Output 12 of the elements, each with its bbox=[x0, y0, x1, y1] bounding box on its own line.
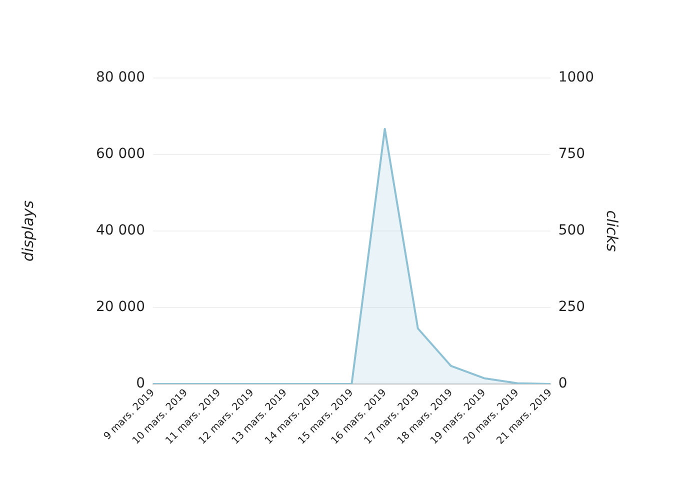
y2-tick-label: 0 bbox=[558, 376, 568, 392]
y-tick-label: 80 000 bbox=[96, 70, 145, 86]
y-axis-title: displays bbox=[18, 200, 37, 262]
y2-tick-label: 1000 bbox=[558, 70, 594, 86]
y2-tick-label: 500 bbox=[558, 222, 586, 239]
y2-tick-label: 250 bbox=[558, 299, 586, 316]
y2-tick-label: 750 bbox=[558, 146, 586, 162]
y-tick-label: 0 bbox=[136, 376, 145, 392]
y-tick-label: 20 000 bbox=[96, 299, 145, 316]
y-tick-label: 40 000 bbox=[96, 222, 145, 239]
y-tick-label: 60 000 bbox=[96, 146, 145, 162]
y2-axis-title: clicks bbox=[603, 210, 622, 252]
